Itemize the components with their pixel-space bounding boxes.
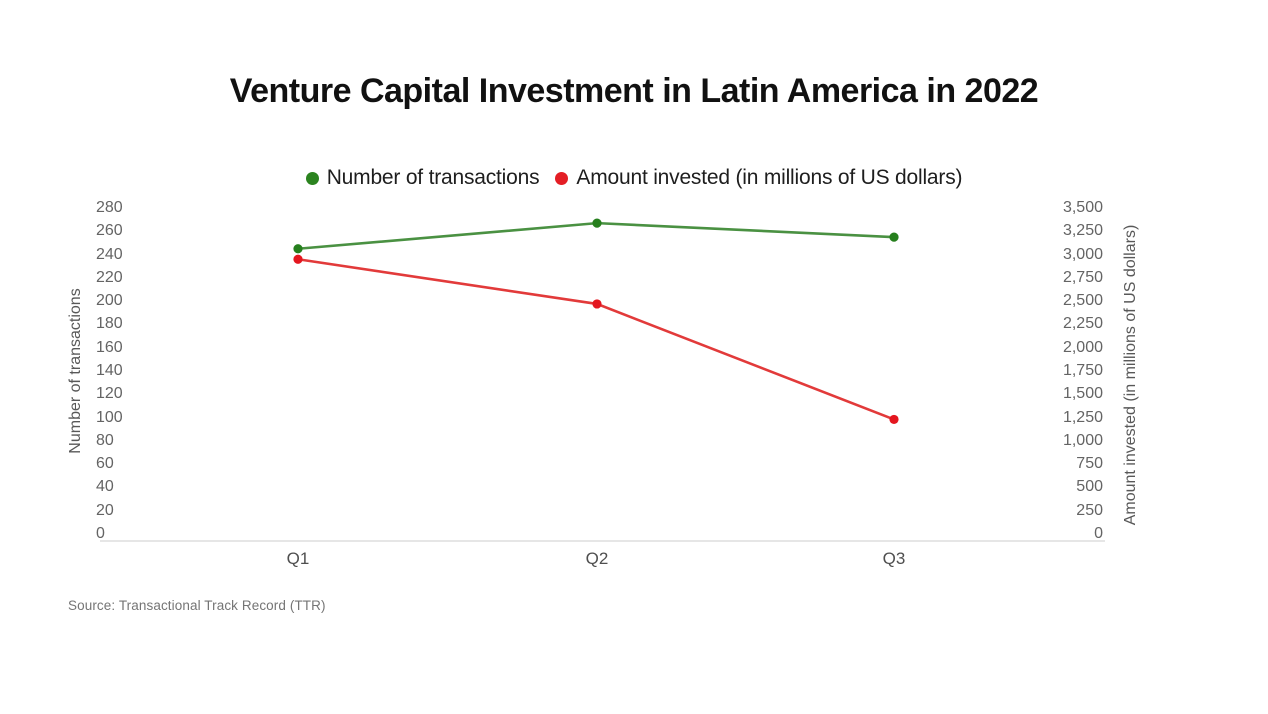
- tick-label: 1,000: [1062, 431, 1103, 449]
- tick-label: 20: [96, 501, 114, 519]
- tick-label: 2,000: [1062, 338, 1103, 356]
- tick-label: 100: [96, 408, 123, 426]
- data-point: [889, 414, 899, 425]
- source-note: Source: Transactional Track Record (TTR): [68, 598, 326, 613]
- tick-label: 60: [96, 455, 114, 473]
- tick-label: 180: [96, 315, 123, 333]
- chart-title: Venture Capital Investment in Latin Amer…: [229, 72, 1039, 110]
- tick-label: 3,500: [1062, 199, 1103, 216]
- tick-label: 240: [96, 245, 123, 263]
- legend-label: Amount invested (in millions of US dolla…: [576, 166, 963, 189]
- tick-label: 250: [1076, 501, 1103, 519]
- tick-label: 3,250: [1062, 222, 1103, 240]
- tick-label: 280: [96, 199, 123, 216]
- data-point: [293, 244, 303, 254]
- data-point: [592, 218, 602, 228]
- x-axis-label: Q1: [286, 549, 310, 568]
- tick-label: 260: [96, 222, 123, 240]
- chart-legend: Number of transactions Amount invested (…: [0, 164, 1268, 192]
- tick-label: 80: [96, 431, 114, 449]
- tick-label: 1,250: [1062, 408, 1103, 426]
- tick-label: 140: [96, 362, 123, 379]
- tick-label: 1,750: [1062, 362, 1103, 379]
- x-axis-label: Q2: [585, 549, 609, 568]
- x-axis-line: [100, 540, 1105, 542]
- tick-label: 120: [96, 385, 123, 403]
- tick-label: 220: [96, 268, 123, 286]
- tick-label: 750: [1076, 455, 1103, 473]
- tick-label: 200: [96, 292, 123, 310]
- data-point: [889, 232, 899, 242]
- tick-label: 3,000: [1062, 245, 1103, 263]
- tick-label: 0: [1094, 525, 1103, 542]
- legend-dot-green-icon: [305, 171, 319, 185]
- tick-label: 0: [96, 525, 105, 542]
- tick-label: 2,500: [1062, 292, 1103, 310]
- x-axis-label: Q3: [882, 549, 906, 568]
- tick-label: 500: [1076, 478, 1103, 496]
- tick-label: 2,750: [1062, 268, 1103, 286]
- data-point: [293, 254, 303, 264]
- data-point: [592, 299, 602, 309]
- legend-item-transactions[interactable]: Number of transactions: [305, 166, 540, 190]
- legend-item-amount[interactable]: Amount invested (in millions of US dolla…: [555, 166, 962, 190]
- legend-label: Number of transactions: [326, 166, 540, 189]
- tick-label: 40: [96, 478, 114, 496]
- legend-dot-red-icon: [555, 171, 569, 185]
- series-line: [297, 257, 895, 421]
- tick-label: 2,250: [1062, 315, 1103, 333]
- tick-label: 160: [96, 338, 123, 356]
- tick-label: 1,500: [1062, 385, 1103, 403]
